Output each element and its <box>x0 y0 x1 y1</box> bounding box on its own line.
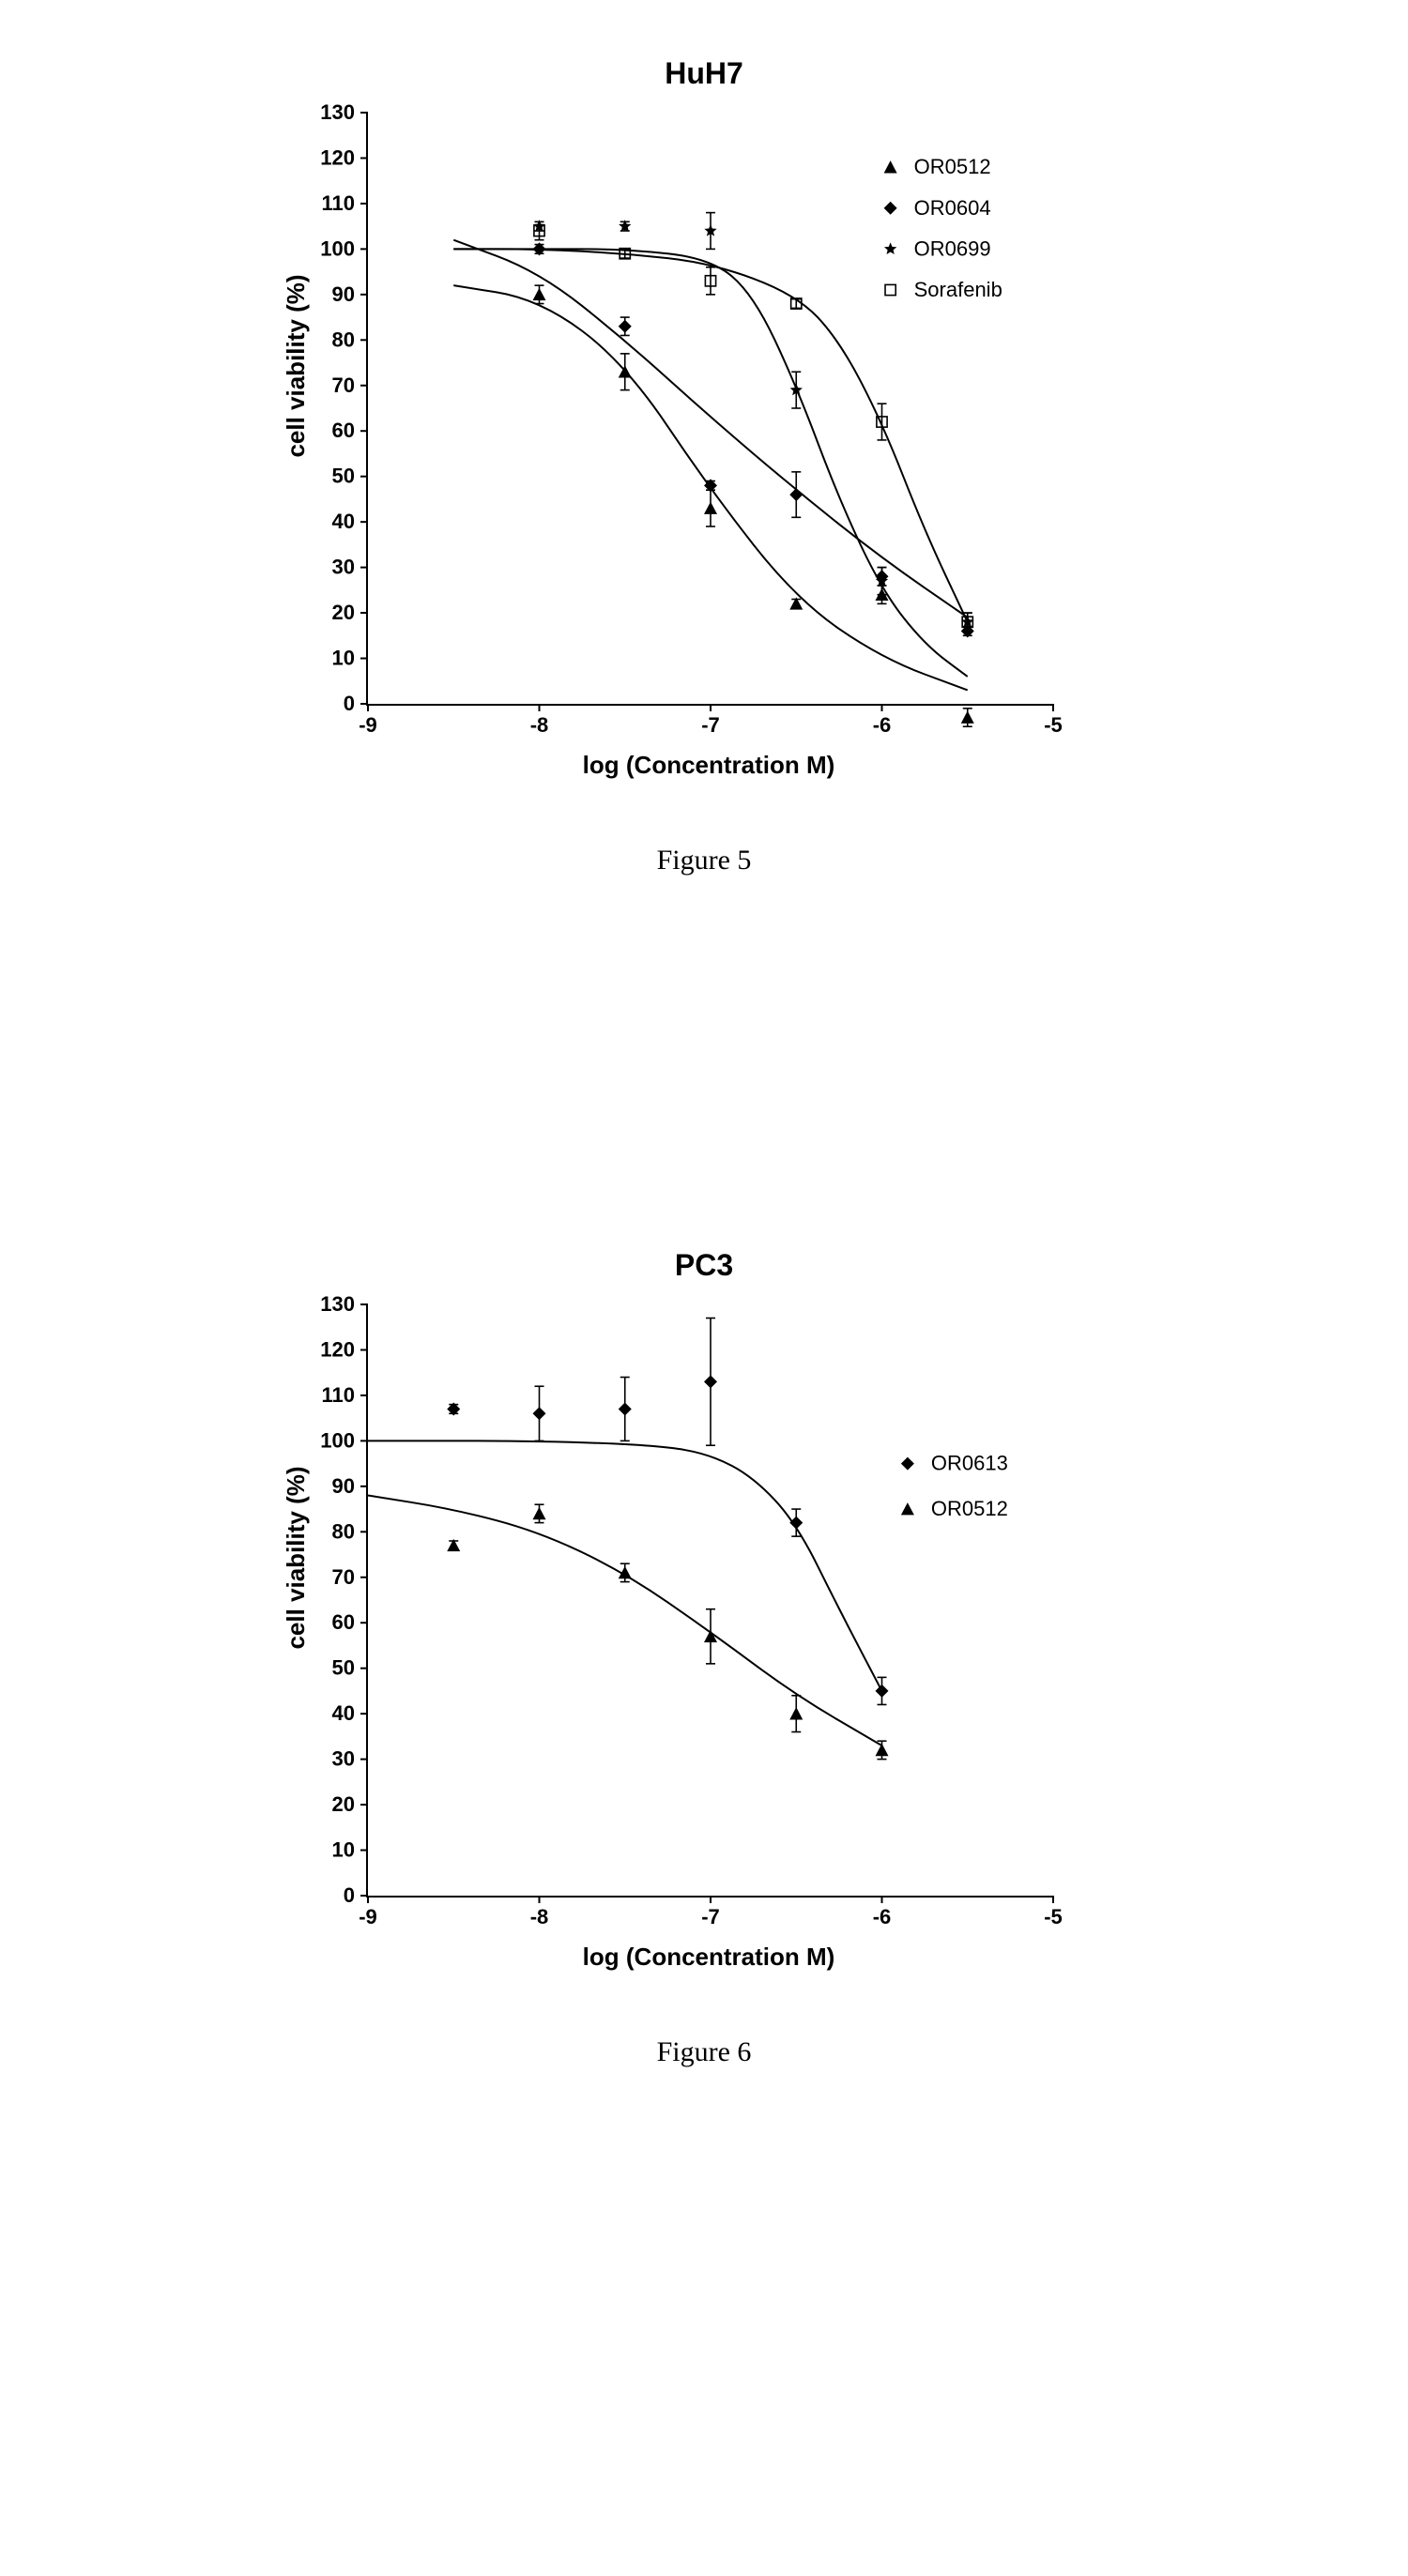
svg-text:-8: -8 <box>530 1905 549 1928</box>
svg-text:80: 80 <box>332 1519 355 1543</box>
svg-text:50: 50 <box>332 1656 355 1680</box>
svg-text:110: 110 <box>322 191 356 215</box>
svg-text:-7: -7 <box>701 1905 720 1928</box>
svg-text:100: 100 <box>320 1428 355 1452</box>
figure6-xlabel: log (Concentration M) <box>366 1943 1051 1972</box>
svg-text:80: 80 <box>332 328 355 351</box>
svg-text:130: 130 <box>320 100 355 124</box>
svg-text:-5: -5 <box>1044 713 1063 737</box>
svg-text:0: 0 <box>344 692 355 715</box>
svg-text:120: 120 <box>320 145 355 169</box>
figure5-plot-area: -9-8-7-6-5010203040506070809010011012013… <box>366 113 1053 706</box>
svg-text:20: 20 <box>332 601 355 624</box>
svg-text:40: 40 <box>332 1701 355 1725</box>
svg-text:OR0604: OR0604 <box>914 196 991 220</box>
svg-text:130: 130 <box>320 1292 355 1316</box>
svg-text:-6: -6 <box>873 1905 892 1928</box>
figure6-chart: PC3 -9-8-7-6-501020304050607080901001101… <box>235 1248 1173 1999</box>
figure6-plot-area: -9-8-7-6-5010203040506070809010011012013… <box>366 1304 1053 1898</box>
figure5-block: HuH7 -9-8-7-6-50102030405060708090100110… <box>235 56 1173 876</box>
svg-text:30: 30 <box>332 556 355 579</box>
svg-text:50: 50 <box>332 465 355 488</box>
page: HuH7 -9-8-7-6-50102030405060708090100110… <box>0 0 1408 2576</box>
figure6-caption: Figure 6 <box>235 2036 1173 2068</box>
svg-text:110: 110 <box>322 1383 356 1407</box>
svg-text:OR0512: OR0512 <box>914 155 991 178</box>
svg-text:40: 40 <box>332 510 355 533</box>
svg-text:OR0512: OR0512 <box>931 1497 1008 1520</box>
figure6-block: PC3 -9-8-7-6-501020304050607080901001101… <box>235 1248 1173 2068</box>
figure5-svg: -9 -8 -7 -6 -5 0 10 20 30 40 50 60 70 80 90 100 110 120 13… <box>237 56 1175 807</box>
svg-text:20: 20 <box>332 1792 355 1816</box>
figure5-ylabel: cell viability (%) <box>282 178 311 554</box>
svg-text:-8: -8 <box>530 713 549 737</box>
svg-text:90: 90 <box>332 1474 355 1498</box>
figure5-caption: Figure 5 <box>235 845 1173 876</box>
svg-text:OR0699: OR0699 <box>914 236 991 260</box>
svg-text:Sorafenib: Sorafenib <box>914 278 1002 301</box>
svg-text:100: 100 <box>320 236 355 260</box>
figure5-chart: HuH7 -9-8-7-6-50102030405060708090100110… <box>235 56 1173 807</box>
figure6-svg: -9 -8 -7 -6 -5 0 10 20 30 40 50 60 70 80 90 100 110 120 13… <box>237 1248 1175 1999</box>
svg-text:120: 120 <box>320 1337 355 1361</box>
svg-text:60: 60 <box>332 1610 355 1634</box>
figure5-xlabel: log (Concentration M) <box>366 751 1051 780</box>
svg-text:-6: -6 <box>873 713 892 737</box>
svg-text:-9: -9 <box>359 713 377 737</box>
svg-text:0: 0 <box>344 1883 355 1907</box>
svg-text:-5: -5 <box>1044 1905 1063 1928</box>
svg-text:30: 30 <box>332 1747 355 1771</box>
svg-text:-7: -7 <box>701 713 720 737</box>
svg-text:10: 10 <box>332 647 355 670</box>
svg-text:70: 70 <box>332 1565 355 1589</box>
figure6-ylabel: cell viability (%) <box>282 1370 311 1745</box>
svg-text:60: 60 <box>332 419 355 442</box>
svg-text:-9: -9 <box>359 1905 377 1928</box>
svg-text:90: 90 <box>332 282 355 306</box>
svg-text:70: 70 <box>332 373 355 397</box>
svg-text:10: 10 <box>332 1838 355 1862</box>
svg-text:OR0613: OR0613 <box>931 1452 1008 1475</box>
